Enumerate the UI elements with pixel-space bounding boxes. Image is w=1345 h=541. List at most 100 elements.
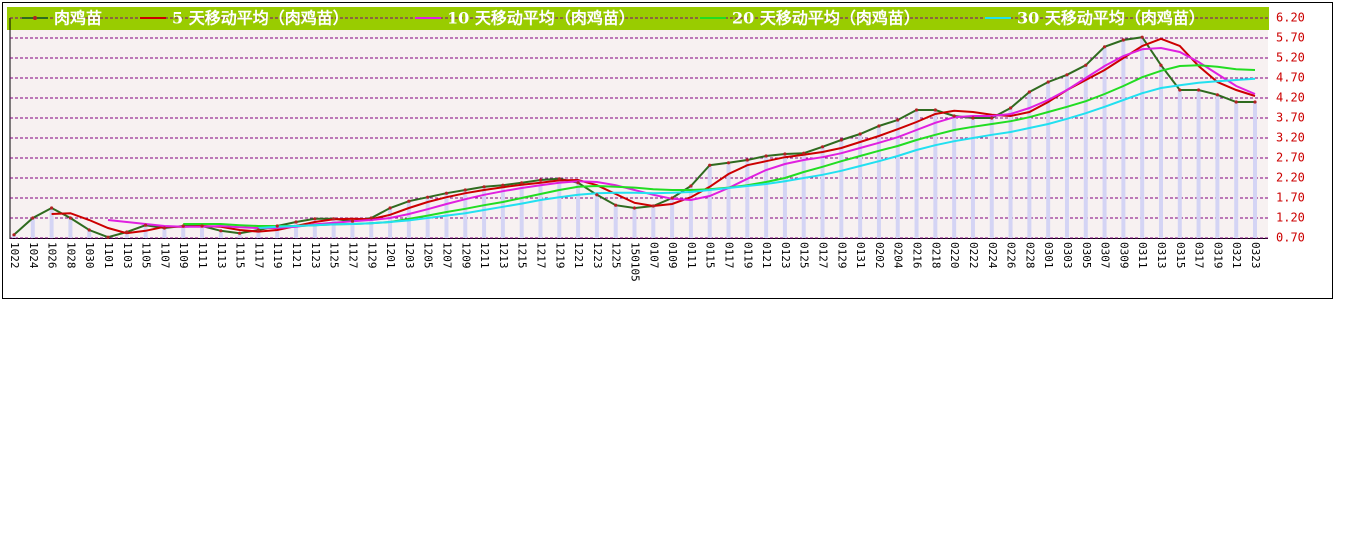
y-tick-label: 5.70 xyxy=(1276,31,1305,45)
x-tick-label: 0309 xyxy=(1117,242,1130,269)
price-marker xyxy=(388,206,392,210)
x-tick-label: 1026 xyxy=(46,242,59,269)
price-marker xyxy=(106,235,110,239)
price-marker xyxy=(12,233,16,237)
price-marker xyxy=(877,124,881,128)
price-marker xyxy=(1027,90,1031,94)
plot-area xyxy=(10,18,1268,238)
price-bar xyxy=(294,222,299,238)
price-marker xyxy=(1196,88,1201,92)
x-tick-label: 0127 xyxy=(817,242,830,269)
price-bar xyxy=(500,185,505,238)
x-tick-label: 1117 xyxy=(252,242,265,269)
price-marker xyxy=(68,216,73,220)
x-tick-label: 1209 xyxy=(459,242,472,269)
price-marker xyxy=(1084,63,1088,67)
x-tick-label: 0226 xyxy=(1005,242,1018,268)
price-marker xyxy=(990,116,994,120)
price-marker xyxy=(31,216,35,220)
price-marker xyxy=(933,108,937,112)
x-tick-label: 0204 xyxy=(892,242,905,269)
price-bar xyxy=(1215,94,1220,238)
x-tick-label: 1022 xyxy=(8,242,21,269)
price-marker xyxy=(745,158,749,162)
price-marker xyxy=(50,206,54,210)
price-bar xyxy=(1046,82,1051,238)
x-tick-label: 0313 xyxy=(1155,242,1168,269)
price-bar xyxy=(895,120,900,238)
legend-label: 20 天移动平均（肉鸡苗） xyxy=(732,9,920,28)
price-marker xyxy=(1065,73,1069,77)
price-marker xyxy=(181,224,185,228)
price-bar xyxy=(933,110,938,238)
price-marker xyxy=(614,203,618,207)
y-tick-label: 4.70 xyxy=(1276,71,1305,85)
price-marker xyxy=(896,118,900,122)
price-bar xyxy=(538,180,543,238)
price-bar xyxy=(124,232,129,238)
y-tick-label: 1.20 xyxy=(1276,211,1305,225)
x-tick-label: 0107 xyxy=(647,242,660,269)
price-marker xyxy=(444,191,449,195)
x-tick-label: 0319 xyxy=(1211,242,1224,269)
x-tick-label: 1221 xyxy=(572,242,585,269)
y-tick-label: 3.70 xyxy=(1276,111,1305,125)
x-tick-label: 0317 xyxy=(1193,242,1206,269)
x-tick-label: 0125 xyxy=(798,242,811,269)
price-bar xyxy=(350,221,355,238)
y-tick-label: 5.20 xyxy=(1276,51,1305,65)
price-marker xyxy=(125,230,129,234)
series-line xyxy=(258,77,1256,229)
price-bar xyxy=(764,156,769,238)
x-tick-label: 0228 xyxy=(1023,242,1036,269)
price-bar xyxy=(782,154,787,238)
x-tick-label: 0115 xyxy=(704,242,717,269)
x-tick-label: 1207 xyxy=(440,242,453,269)
price-marker xyxy=(1140,35,1144,39)
x-tick-label: 1223 xyxy=(591,242,604,269)
y-tick-label: 0.70 xyxy=(1276,231,1305,245)
x-tick-label: 1215 xyxy=(516,242,529,269)
x-tick-label: 0109 xyxy=(666,242,679,269)
legend-label: 30 天移动平均（肉鸡苗） xyxy=(1017,9,1205,28)
price-marker xyxy=(1234,100,1238,104)
x-tick-label: 0315 xyxy=(1174,242,1187,269)
x-tick-label: 1219 xyxy=(553,242,566,269)
price-bar xyxy=(801,153,806,238)
price-marker xyxy=(595,193,599,197)
price-marker xyxy=(1159,63,1163,67)
price-marker xyxy=(632,206,637,210)
price-marker xyxy=(238,231,242,235)
price-marker xyxy=(1121,38,1125,42)
x-tick-label: 0216 xyxy=(911,242,924,269)
price-marker xyxy=(576,181,580,185)
x-tick-label: 0307 xyxy=(1099,242,1112,269)
price-marker xyxy=(294,220,298,224)
x-tick-label: 0123 xyxy=(779,242,792,269)
price-bar xyxy=(858,134,863,238)
price-bar xyxy=(557,178,562,238)
legend-label: 10 天移动平均（肉鸡苗） xyxy=(447,9,635,28)
price-bar xyxy=(369,218,374,238)
price-marker xyxy=(426,195,430,199)
price-marker xyxy=(783,152,787,156)
price-marker xyxy=(1178,88,1182,92)
x-tick-label: 1211 xyxy=(478,242,491,269)
price-bar xyxy=(1083,65,1088,238)
price-marker xyxy=(1046,80,1050,84)
price-bar xyxy=(651,206,656,238)
price-bar xyxy=(49,208,54,238)
x-tick-label: 0129 xyxy=(835,242,848,269)
price-marker xyxy=(332,217,336,221)
legend-label: 肉鸡苗 xyxy=(54,9,102,28)
price-marker xyxy=(1102,45,1107,49)
price-marker xyxy=(914,108,919,112)
price-bar xyxy=(30,218,35,238)
price-bar xyxy=(275,226,280,238)
price-marker xyxy=(1253,100,1257,104)
price-bar xyxy=(952,116,957,238)
x-tick-label: 0305 xyxy=(1080,242,1093,269)
price-marker xyxy=(670,196,674,200)
price-marker xyxy=(538,178,543,182)
